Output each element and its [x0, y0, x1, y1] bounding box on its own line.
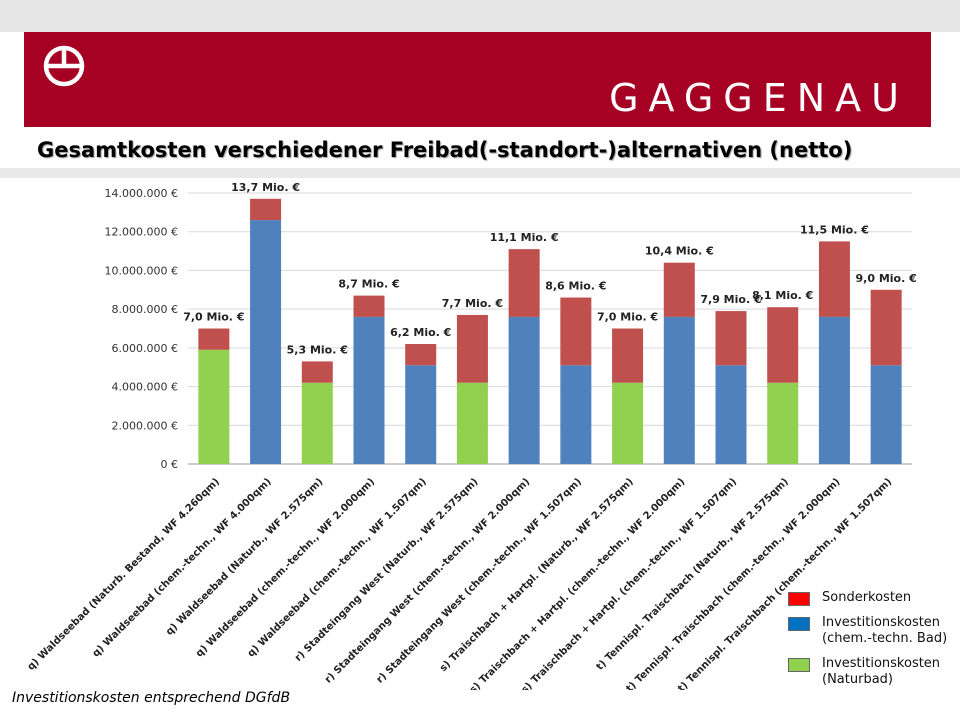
x-tick-label: q) Waldseebad (chem.-techn., WF 1.507qm) [246, 476, 429, 659]
x-tick-label: s) Traischbach + Hartpl. (Naturb., WF 2.… [438, 476, 636, 674]
data-label: 10,4 Mio. € [645, 245, 714, 258]
bars [198, 198, 902, 464]
bar-investitionskosten [818, 316, 850, 464]
legend-label: Sonderkosten [822, 590, 912, 605]
x-tick-label: q) Waldseebad (chem.-techn., WF 2.000qm) [194, 476, 377, 659]
y-tick-label: 6.000.000 € [112, 342, 178, 355]
bar-sonderkosten [612, 328, 644, 383]
bar-investitionskosten [456, 382, 488, 464]
data-label: 8,6 Mio. € [545, 280, 606, 293]
y-tick-label: 0 € [161, 458, 179, 471]
data-label: 13,7 Mio. € [231, 181, 300, 194]
chart-legend: Sonderkosten Investitionskosten (chem.-t… [788, 590, 958, 697]
bar-sonderkosten [301, 361, 333, 383]
bar-investitionskosten [612, 382, 644, 464]
x-tick-label: q) Waldseebad (chem.-techn., WF 4.000qm) [91, 476, 274, 659]
y-tick-label: 2.000.000 € [112, 419, 178, 432]
bar-investitionskosten [405, 365, 437, 464]
legend-label: Investitionskosten (Naturbad) [822, 656, 941, 687]
y-tick-label: 4.000.000 € [112, 381, 178, 394]
legend-swatch-sonderkosten [788, 592, 810, 606]
bar-investitionskosten [198, 349, 230, 464]
x-axis-ticks: q) Waldseebad (Naturb. Bestand, WF 4.260… [26, 476, 895, 690]
brand-name: GAGGENAU [609, 76, 909, 120]
bar-investitionskosten [250, 220, 282, 464]
x-tick-label: r) Stadteingang West (Naturb., WF 2.575q… [293, 476, 481, 664]
data-label: 7,7 Mio. € [442, 297, 503, 310]
legend-swatch-investition-chem [788, 617, 810, 631]
top-band [0, 0, 960, 32]
bar-investitionskosten [508, 316, 540, 464]
data-label: 7,0 Mio. € [597, 311, 658, 324]
legend-label: Investitionskosten (chem.-techn. Bad) [822, 615, 948, 646]
legend-swatch-investition-natur [788, 658, 810, 672]
bar-investitionskosten [715, 365, 747, 464]
legend-item-investition-chem: Investitionskosten (chem.-techn. Bad) [788, 615, 958, 647]
page-title: Gesamtkosten verschiedener Freibad(-stan… [37, 138, 853, 162]
bar-investitionskosten [663, 316, 695, 464]
bar-sonderkosten [353, 295, 385, 317]
bar-sonderkosten [767, 307, 799, 383]
header-banner: GAGGENAU [24, 32, 931, 127]
bar-sonderkosten [250, 198, 282, 221]
bar-investitionskosten [870, 365, 902, 464]
data-label: 8,1 Mio. € [752, 289, 813, 302]
bar-sonderkosten [198, 328, 230, 350]
bar-sonderkosten [818, 241, 850, 317]
bar-sonderkosten [508, 249, 540, 317]
gaggenau-logo-icon [43, 45, 85, 87]
y-tick-label: 12.000.000 € [105, 226, 178, 239]
bar-sonderkosten [663, 262, 695, 317]
data-label: 11,5 Mio. € [800, 223, 869, 236]
y-axis-ticks: 0 € 2.000.000 € 4.000.000 € 6.000.000 € 8.00… [105, 187, 178, 471]
data-labels: 7,0 Mio. € 13,7 Mio. € 5,3 Mio. € 8,7 Mio. … [183, 181, 917, 357]
data-label: 8,7 Mio. € [338, 278, 399, 291]
data-label: 7,0 Mio. € [183, 311, 244, 324]
data-label: 7,9 Mio. € [700, 293, 761, 306]
bar-sonderkosten [715, 311, 747, 366]
data-label: 6,2 Mio. € [390, 326, 451, 339]
bar-investitionskosten [767, 382, 799, 464]
data-label: 9,0 Mio. € [856, 272, 917, 285]
bar-investitionskosten [353, 316, 385, 464]
x-tick-label: q) Waldseebad (Naturb. Bestand, WF 4.260… [26, 476, 222, 672]
data-label: 11,1 Mio. € [490, 231, 559, 244]
footnote: Investitionskosten entsprechend DGfdB [12, 690, 291, 706]
bar-sonderkosten [405, 343, 437, 366]
bar-sonderkosten [560, 297, 592, 366]
data-label: 5,3 Mio. € [287, 343, 348, 356]
y-tick-label: 14.000.000 € [105, 187, 178, 200]
title-divider [0, 168, 960, 178]
bar-sonderkosten [456, 314, 488, 383]
x-tick-label: t) Tennispl. Traischbach (Naturb., WF 2.… [594, 476, 790, 672]
bar-investitionskosten [560, 365, 592, 464]
y-tick-label: 10.000.000 € [105, 264, 178, 277]
legend-item-investition-natur: Investitionskosten (Naturbad) [788, 656, 958, 688]
y-tick-label: 8.000.000 € [112, 303, 178, 316]
legend-item-sonderkosten: Sonderkosten [788, 590, 958, 606]
bar-investitionskosten [301, 382, 333, 464]
bar-sonderkosten [870, 289, 902, 366]
stacked-bar-chart: 0 € 2.000.000 € 4.000.000 € 6.000.000 € 8.00… [26, 181, 917, 690]
